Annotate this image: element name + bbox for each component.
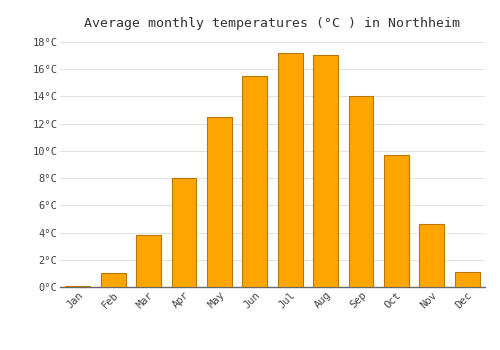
- Bar: [348, 96, 374, 287]
- Bar: [455, 272, 479, 287]
- Title: Average monthly temperatures (°C ) in Northheim: Average monthly temperatures (°C ) in No…: [84, 17, 460, 30]
- Bar: [66, 286, 90, 287]
- Bar: [242, 76, 267, 287]
- Bar: [100, 273, 126, 287]
- Bar: [278, 53, 302, 287]
- Bar: [313, 55, 338, 287]
- Bar: [207, 117, 232, 287]
- Bar: [420, 224, 444, 287]
- Bar: [384, 155, 409, 287]
- Bar: [172, 178, 196, 287]
- Bar: [136, 235, 161, 287]
